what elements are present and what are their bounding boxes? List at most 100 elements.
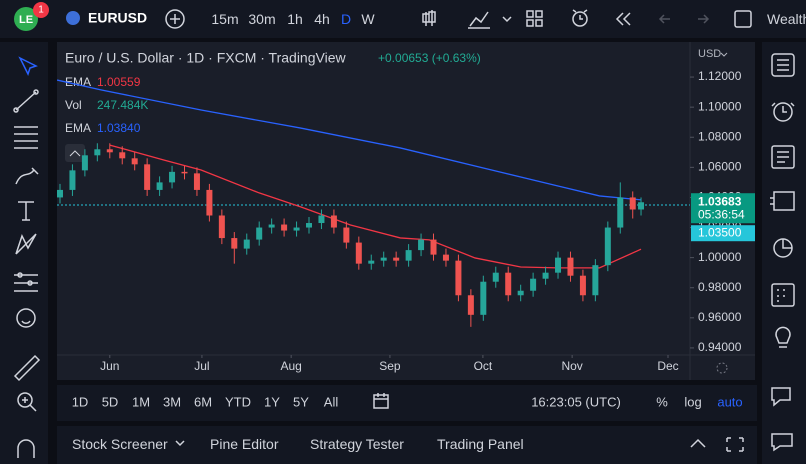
panel-tab[interactable]: Stock Screener: [72, 436, 168, 452]
right-tools: [770, 53, 795, 452]
candle-body: [119, 152, 126, 159]
candle-body: [106, 149, 113, 153]
range-button[interactable]: 5D: [101, 394, 119, 410]
candle-body: [517, 290, 524, 296]
candle-body: [281, 224, 288, 231]
currency-caret: [720, 52, 728, 57]
range-button[interactable]: All: [323, 394, 339, 410]
candle-body: [306, 223, 313, 228]
candle-body: [81, 155, 88, 171]
legend-value: 1.00559: [97, 75, 141, 89]
candle-body: [380, 257, 387, 261]
interval-button[interactable]: W: [361, 11, 375, 27]
candle-body: [530, 278, 537, 291]
last-price-tag: [691, 193, 755, 224]
candle-body: [555, 257, 562, 273]
candle-body: [455, 260, 462, 296]
interval-button[interactable]: 15m: [211, 11, 239, 27]
badge-count: 1: [38, 5, 44, 16]
currency[interactable]: USD: [698, 48, 721, 60]
add-symbol[interactable]: [165, 9, 185, 29]
chart-background: [57, 42, 755, 380]
candle-body: [355, 242, 362, 264]
symbol[interactable]: EURUSD: [88, 10, 147, 26]
panel-tab[interactable]: Trading Panel: [437, 436, 524, 452]
candle-body: [206, 189, 213, 216]
scale-option[interactable]: %: [656, 394, 668, 410]
badge: [33, 2, 49, 18]
candle-body: [393, 257, 400, 261]
legend-value: 1.03840: [97, 121, 141, 135]
candle-body: [629, 197, 636, 210]
candle-body: [430, 239, 437, 255]
logo-text: LE: [19, 14, 33, 26]
scale-option[interactable]: log: [684, 394, 702, 410]
interval-button[interactable]: 1h: [287, 11, 303, 27]
x-tick-label: Dec: [657, 359, 678, 373]
candle-body: [343, 227, 350, 243]
bar-countdown: 05:36:54: [698, 207, 745, 221]
range-bar: [57, 385, 757, 421]
legend-name: EMA: [65, 121, 91, 135]
candle-body: [567, 257, 574, 276]
candle-body: [156, 182, 163, 190]
candle-body: [330, 215, 337, 228]
range-button[interactable]: 1M: [131, 394, 151, 410]
candle-body: [318, 215, 325, 224]
toolbar-icons: [422, 9, 752, 29]
range-button[interactable]: 6M: [193, 394, 213, 410]
y-tick-label: 1.00000: [698, 250, 742, 264]
y-tick-label: 1.10000: [698, 99, 742, 113]
candle-body: [638, 202, 645, 210]
candle-body: [57, 189, 63, 198]
range-button[interactable]: 1Y: [264, 394, 280, 410]
legend-name: Vol: [65, 98, 82, 112]
range-button[interactable]: 5Y: [293, 394, 309, 410]
candle-body: [243, 239, 250, 249]
clock[interactable]: 16:23:05 (UTC): [531, 394, 621, 410]
panel-tab[interactable]: Pine Editor: [210, 436, 279, 452]
bottom-icons: [175, 393, 744, 452]
candle-body: [169, 171, 176, 183]
account-button[interactable]: Wealth: [767, 11, 806, 27]
interval-button[interactable]: 4h: [314, 11, 330, 27]
interval-button[interactable]: D: [340, 11, 352, 27]
line-price-label: 1.03500: [698, 225, 742, 239]
bottom-panel: [57, 426, 757, 464]
x-tick-label: Nov: [561, 359, 582, 373]
y-tick-label: 0.94000: [698, 340, 742, 354]
interval-button[interactable]: 30m: [248, 11, 276, 27]
logo[interactable]: [14, 7, 38, 31]
collapse-icon: [69, 150, 81, 157]
candle-body: [480, 281, 487, 315]
legend-value: 247.484K: [97, 98, 148, 112]
y-tick-label: 1.08000: [698, 129, 742, 143]
chart: Euro / U.S. Dollar · 1D · FXCM · Trading…: [57, 42, 755, 380]
candle-body: [467, 295, 474, 315]
candle-body: [592, 265, 599, 296]
candle-body: [218, 215, 225, 239]
ema-line: [57, 79, 642, 201]
collapse-legend[interactable]: [65, 144, 85, 162]
panel-tab[interactable]: Strategy Tester: [310, 436, 404, 452]
settings[interactable]: [716, 362, 728, 374]
candle-body: [405, 250, 412, 261]
candle-body: [492, 272, 499, 282]
candle-body: [617, 197, 624, 228]
scale-option[interactable]: auto: [717, 394, 743, 410]
range-button[interactable]: 1D: [71, 394, 89, 410]
candle-body: [505, 272, 512, 296]
candle-body: [144, 164, 151, 190]
range-button[interactable]: YTD: [225, 394, 251, 410]
add-icon: [170, 14, 180, 24]
x-tick-label: Aug: [280, 359, 301, 373]
candle-body: [69, 170, 76, 190]
candle-body: [231, 238, 238, 249]
y-tick-label: 1.12000: [698, 69, 742, 83]
range-button[interactable]: 3M: [162, 394, 182, 410]
candle-body: [193, 173, 200, 190]
candle-body: [418, 239, 425, 251]
